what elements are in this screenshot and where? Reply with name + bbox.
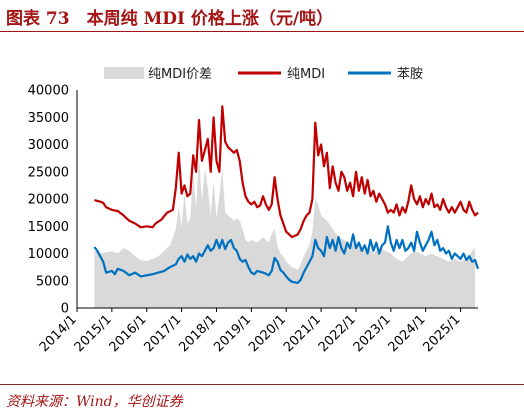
chart-canvas: 0 5000 10000 15000 20000 25000 30000 35000 40000…: [28, 67, 480, 355]
y-tick-label: 5000: [36, 274, 69, 289]
x-tick-label: 2023/1: [351, 312, 394, 355]
series-area-mdi-spread: [94, 155, 476, 308]
footer-divider: [0, 384, 524, 385]
x-tick-label: 2024/1: [386, 312, 429, 355]
title-divider: [0, 31, 524, 32]
x-tick-label: 2021/1: [281, 312, 324, 355]
x-tick-label: 2015/1: [72, 312, 115, 355]
x-tick-label: 2016/1: [107, 312, 150, 355]
x-tick-label: 2020/1: [246, 312, 289, 355]
y-tick-label: 40000: [28, 84, 69, 99]
legend-swatch-mdi-spread: [104, 67, 144, 79]
y-axis: 0 5000 10000 15000 20000 25000 30000 35000 40000: [28, 84, 78, 317]
legend: 纯MDI价差 纯MDI 苯胺: [104, 67, 423, 82]
chart-title: 图表 73 本周纯 MDI 价格上涨（元/吨）: [6, 9, 334, 29]
legend-label-mdi: 纯MDI: [287, 67, 325, 82]
x-axis: 2014/12015/12016/12017/12018/12019/12020…: [37, 307, 478, 355]
x-tick-label: 2025/1: [420, 312, 463, 355]
y-tick-label: 35000: [28, 111, 69, 126]
series-line-aniline: [93, 225, 480, 284]
x-tick-label: 2022/1: [316, 312, 359, 355]
x-tick-label: 2014/1: [37, 312, 80, 355]
x-tick-label: 2018/1: [176, 312, 219, 355]
x-tick-label: 2017/1: [141, 312, 184, 355]
plot-area: [93, 105, 480, 308]
y-tick-label: 30000: [28, 138, 69, 153]
y-tick-label: 25000: [28, 165, 69, 180]
legend-label-mdi-spread: 纯MDI价差: [148, 67, 212, 82]
y-tick-label: 10000: [28, 247, 69, 262]
y-tick-label: 15000: [28, 220, 69, 235]
y-tick-label: 0: [61, 302, 69, 317]
x-tick-label: 2019/1: [211, 312, 254, 355]
legend-label-aniline: 苯胺: [397, 67, 423, 82]
y-tick-label: 20000: [28, 193, 69, 208]
source-note: 资料来源：Wind，华创证券: [6, 394, 183, 410]
series-line-mdi: [94, 105, 479, 239]
